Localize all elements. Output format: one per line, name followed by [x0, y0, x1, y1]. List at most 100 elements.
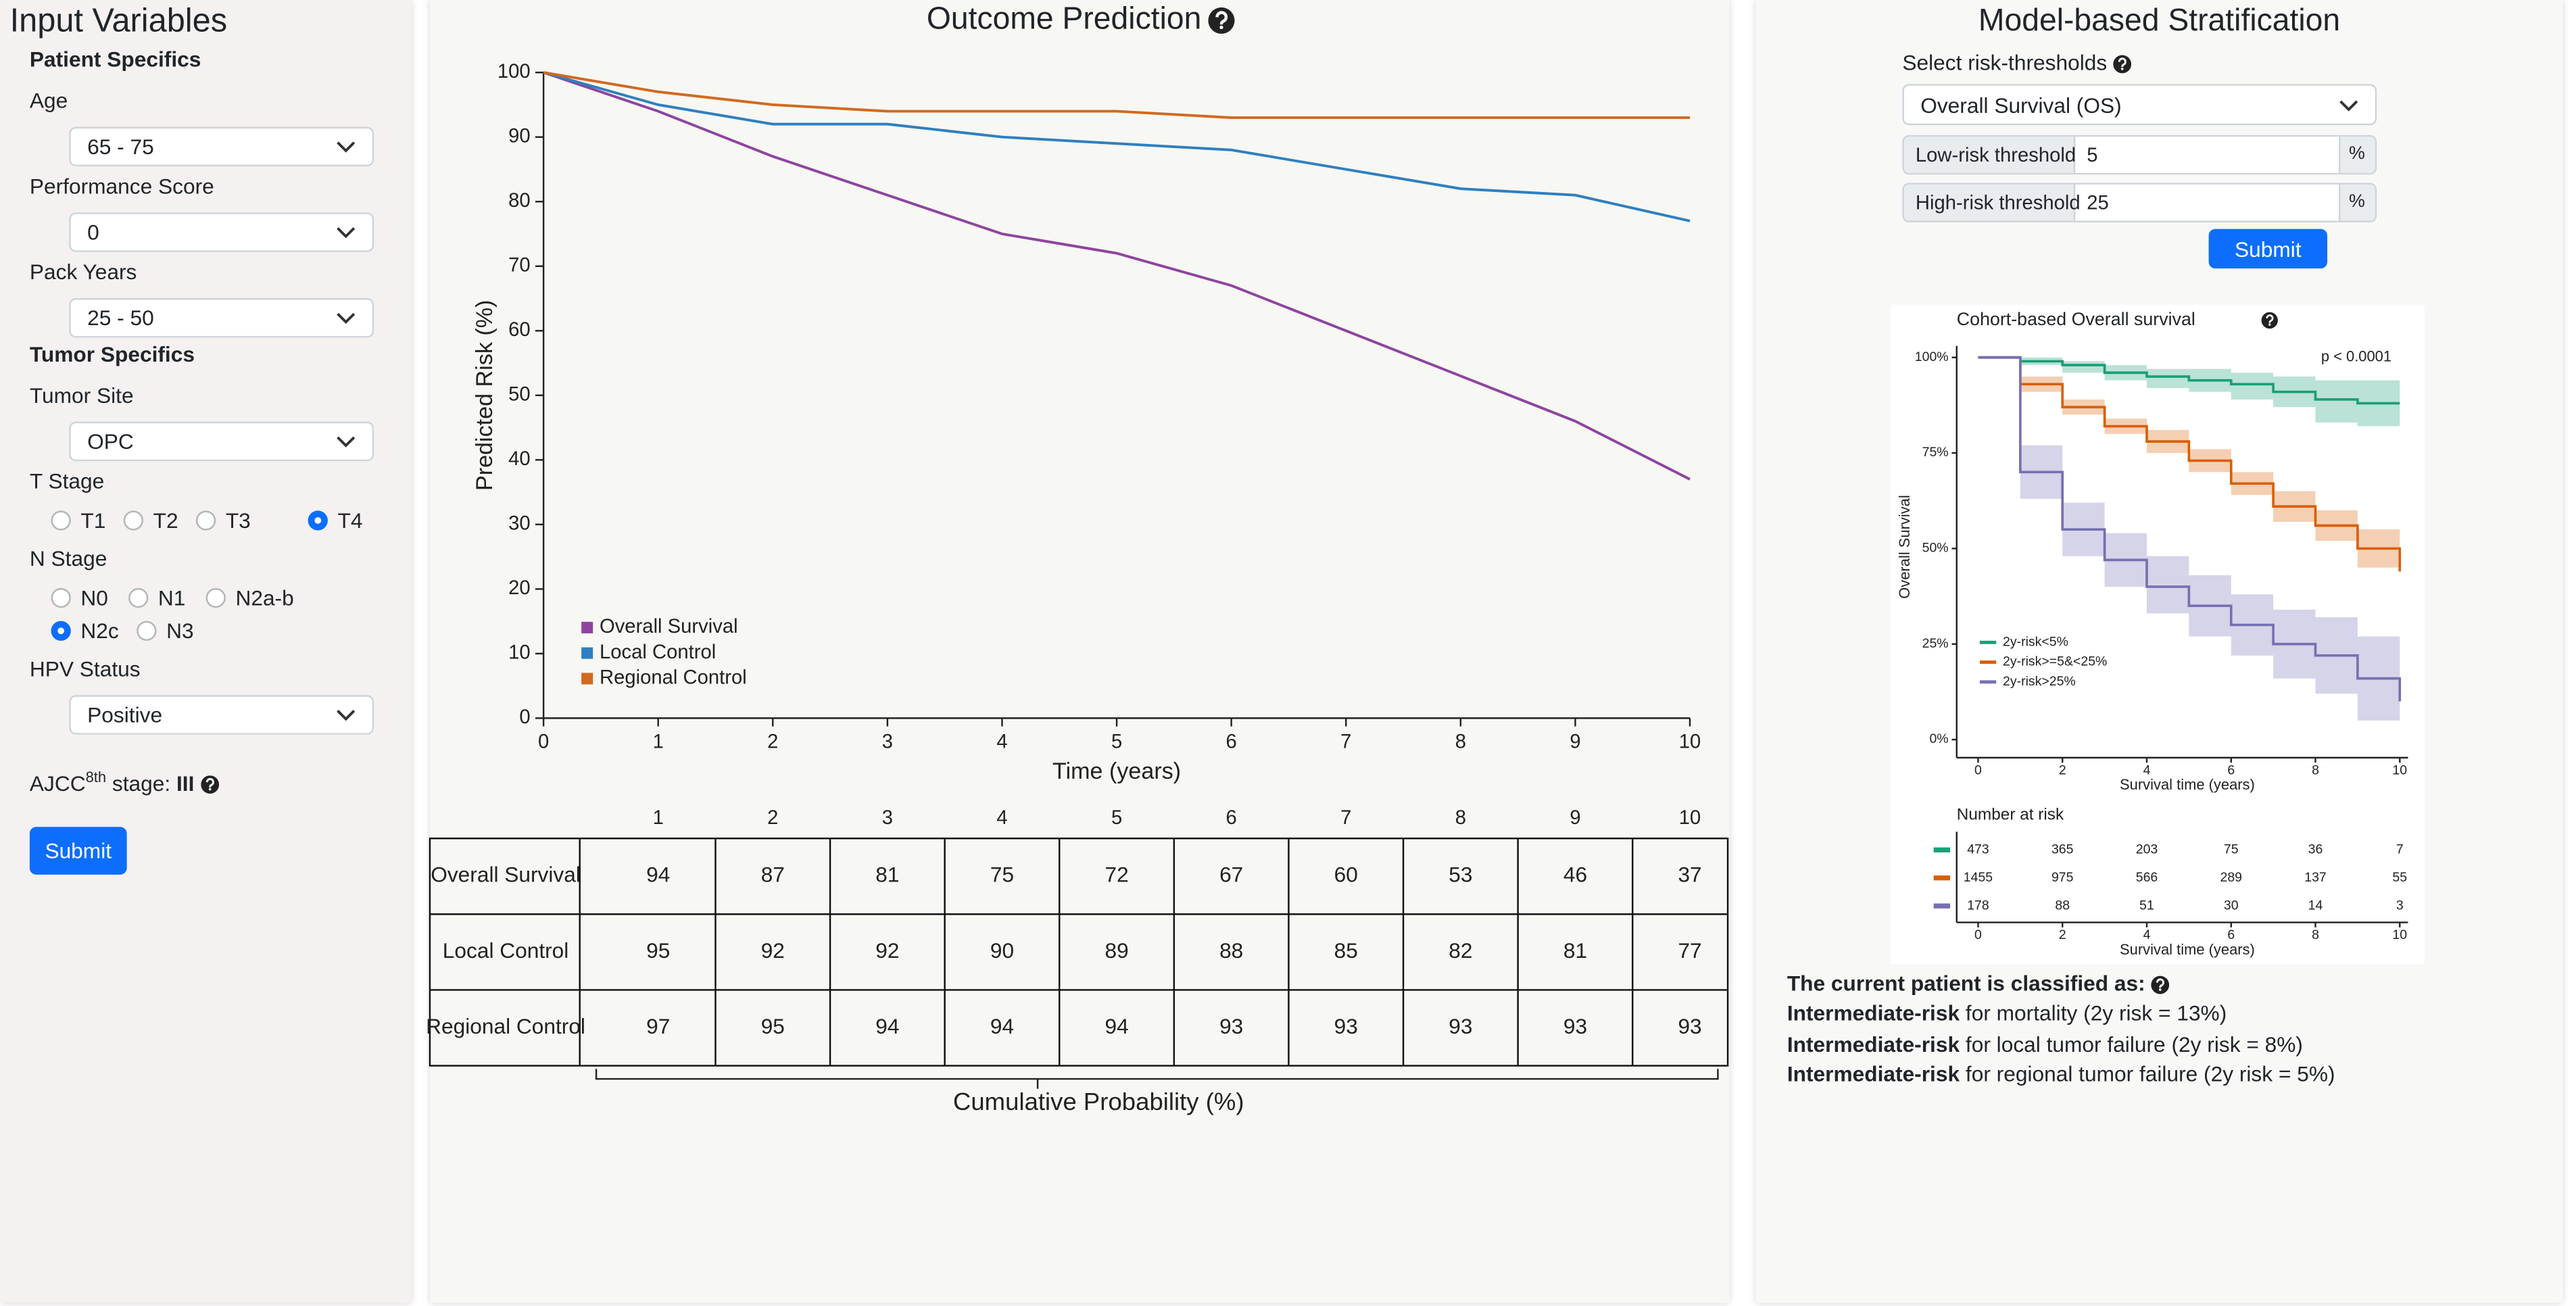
chevron — [337, 436, 356, 448]
risk-detail: for regional tumor failure (2y risk = 5%… — [1960, 1061, 2335, 1087]
select-value: Positive — [87, 702, 163, 727]
table-cell: 90 — [990, 938, 1014, 963]
chart-title: Outcome Prediction — [927, 4, 1235, 35]
y-tick-label: 80 — [508, 190, 531, 212]
radio-button[interactable] — [51, 587, 71, 608]
submit-button[interactable]: Submit — [2208, 228, 2328, 269]
radio-button[interactable] — [128, 587, 149, 608]
radio-button[interactable] — [205, 587, 226, 608]
x-tick-label: 1 — [653, 731, 664, 753]
chevron — [337, 312, 356, 324]
y-tick-label: 0 — [519, 706, 530, 728]
radio-button[interactable] — [51, 621, 71, 641]
legend-label: Overall Survival — [600, 616, 738, 637]
table-cell: 85 — [1334, 938, 1358, 963]
risk-x-tick-label: 8 — [2312, 927, 2319, 942]
table-column-header: 8 — [1455, 807, 1466, 829]
field-label: Pack Years — [29, 259, 137, 285]
table-cell: 53 — [1449, 863, 1472, 887]
select-box[interactable]: Overall Survival (OS) — [1902, 84, 2377, 126]
table-row-header: Overall Survival — [431, 863, 581, 887]
text-input[interactable]: 5 — [2074, 137, 2342, 173]
risk-table-cell: 178 — [1967, 898, 1989, 913]
table-column-header: 3 — [882, 807, 893, 829]
help-icon[interactable] — [2152, 975, 2170, 994]
risk-table-cell: 36 — [2308, 842, 2323, 856]
risk-table-cell: 55 — [2392, 870, 2407, 885]
table-cell: 88 — [1219, 938, 1243, 963]
table-border — [429, 838, 1729, 1067]
table-cell: 81 — [1563, 938, 1587, 963]
radio-label: T1 — [80, 508, 106, 533]
risk-x-axis-label: Survival time (years) — [2120, 941, 2255, 958]
ajcc-suffix: stage: — [106, 771, 176, 796]
risk-table-cell: 203 — [2136, 842, 2158, 856]
risk-table-cell: 289 — [2220, 870, 2242, 885]
y-axis-label: Predicted Risk (%) — [472, 300, 497, 491]
table-cell: 72 — [1104, 863, 1128, 887]
help-icon[interactable] — [1208, 7, 1235, 34]
annotation: p < 0.0001 — [2321, 348, 2391, 365]
legend-swatch — [581, 673, 593, 685]
table-cell: 82 — [1449, 938, 1472, 963]
table-cell: 93 — [1678, 1014, 1701, 1038]
select-value: 0 — [87, 220, 99, 245]
select-box[interactable]: 65 - 75 — [69, 126, 374, 167]
table-row-header: Local Control — [443, 938, 569, 963]
prediction-panel — [429, 0, 1730, 1303]
x-tick-label: 8 — [2312, 763, 2319, 778]
y-tick-label: 10 — [508, 642, 531, 664]
input-group: High-risk threshold 25% — [1902, 183, 2377, 222]
risk-table-cell: 30 — [2224, 898, 2239, 913]
classification-heading: The current patient is classified as: — [1787, 973, 2170, 994]
select-box[interactable]: 25 - 50 — [69, 298, 374, 338]
field-label: HPV Status — [29, 656, 141, 681]
x-tick-label: 8 — [1455, 731, 1466, 753]
select-box[interactable]: OPC — [69, 421, 374, 462]
legend-label: Local Control — [600, 642, 716, 663]
ajcc-prefix: AJCC — [29, 771, 86, 796]
select-box[interactable]: Positive — [69, 695, 374, 735]
table-column-header: 4 — [996, 807, 1007, 829]
help-icon[interactable] — [2113, 55, 2132, 74]
radio-button[interactable] — [308, 510, 328, 531]
risk-table-cell: 88 — [2055, 898, 2070, 913]
chevron — [337, 227, 356, 239]
submit-button[interactable]: Submit — [29, 827, 127, 875]
risk-table-cell: 7 — [2396, 842, 2404, 856]
radio-label: N0 — [80, 585, 108, 610]
field-label: Tumor Site — [29, 383, 134, 408]
risk-table-cell: 3 — [2396, 898, 2404, 913]
help-icon[interactable] — [201, 776, 219, 794]
radio-button[interactable] — [137, 621, 157, 641]
x-axis-label: Time (years) — [1052, 758, 1181, 784]
help-icon-dot — [208, 788, 212, 792]
series-line — [543, 71, 1691, 120]
risk-table-cell: 51 — [2139, 898, 2154, 913]
x-axis-label: Survival time (years) — [2120, 776, 2255, 793]
radio-button[interactable] — [195, 510, 216, 531]
help-icon-circle — [2152, 975, 2170, 994]
legend-swatch — [581, 647, 593, 659]
help-icon-glyph — [2156, 978, 2166, 988]
radio-button[interactable] — [123, 510, 143, 531]
table-cell: 60 — [1334, 863, 1358, 887]
panel-title: Model-based Stratification — [1978, 4, 2341, 39]
radio-button[interactable] — [51, 510, 71, 531]
table-column-header: 6 — [1226, 807, 1237, 829]
help-icon-dot — [2268, 323, 2271, 326]
x-tick-label: 0 — [1974, 763, 1982, 778]
help-icon-circle — [1208, 7, 1235, 34]
y-tick-label: 25% — [1922, 636, 1949, 651]
text-input[interactable]: 25 — [2074, 185, 2342, 221]
radio-label: T3 — [225, 508, 251, 533]
input-group: Low-risk threshold 5% — [1902, 135, 2377, 175]
x-tick-label: 2 — [2059, 763, 2066, 778]
select-box[interactable]: 0 — [69, 212, 374, 252]
table-column-header: 2 — [767, 807, 778, 829]
table-cell: 92 — [875, 938, 899, 963]
table-cell: 93 — [1563, 1014, 1587, 1038]
table-cell: 95 — [761, 1014, 785, 1038]
help-icon[interactable] — [2261, 312, 2278, 329]
